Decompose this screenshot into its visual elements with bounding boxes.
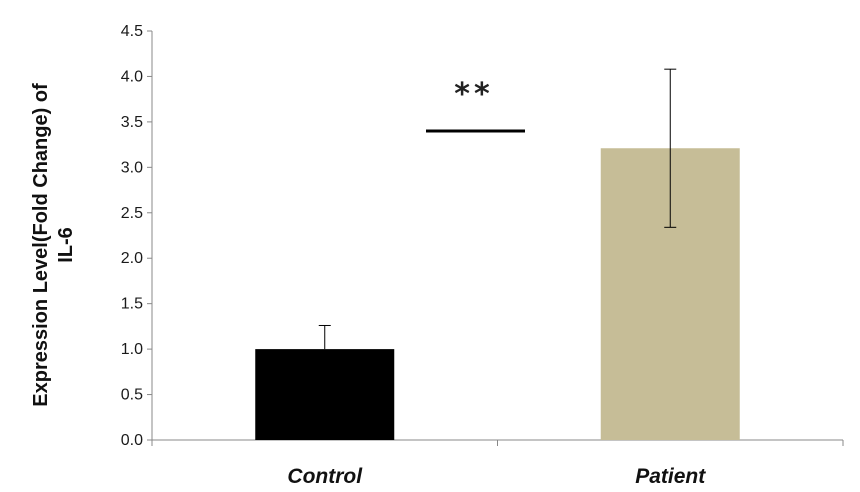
x-category-labels: Control Patient xyxy=(287,465,706,488)
y-axis-label-line-1: Expression Level(Fold Change) of xyxy=(30,83,52,407)
y-tick-label: 2.0 xyxy=(121,250,143,267)
significance-label: ** xyxy=(454,77,493,112)
significance-marker: ** xyxy=(426,77,525,133)
y-tick-label: 1.5 xyxy=(121,296,143,313)
y-tick-label: 3.5 xyxy=(121,114,143,131)
y-axis-label-line-2: IL-6 xyxy=(55,227,77,263)
y-tick-label: 4.5 xyxy=(121,23,143,40)
y-tick-label: 0.0 xyxy=(121,432,143,449)
y-tick-label: 3.0 xyxy=(121,159,143,176)
x-category-label: Control xyxy=(287,465,363,488)
y-tick-label: 1.0 xyxy=(121,341,143,358)
y-tick-label: 4.0 xyxy=(121,68,143,85)
bar-control xyxy=(255,349,395,440)
y-axis-label: Expression Level(Fold Change) of IL-6 xyxy=(30,83,77,407)
bars xyxy=(255,148,740,440)
x-category-label: Patient xyxy=(635,465,706,488)
y-ticks: 0.0 0.5 1.0 1.5 2.0 2.5 3.0 3.5 4.0 4.5 xyxy=(121,23,152,449)
y-tick-label: 0.5 xyxy=(121,387,143,404)
y-tick-label: 2.5 xyxy=(121,205,143,222)
error-bars xyxy=(318,68,677,350)
